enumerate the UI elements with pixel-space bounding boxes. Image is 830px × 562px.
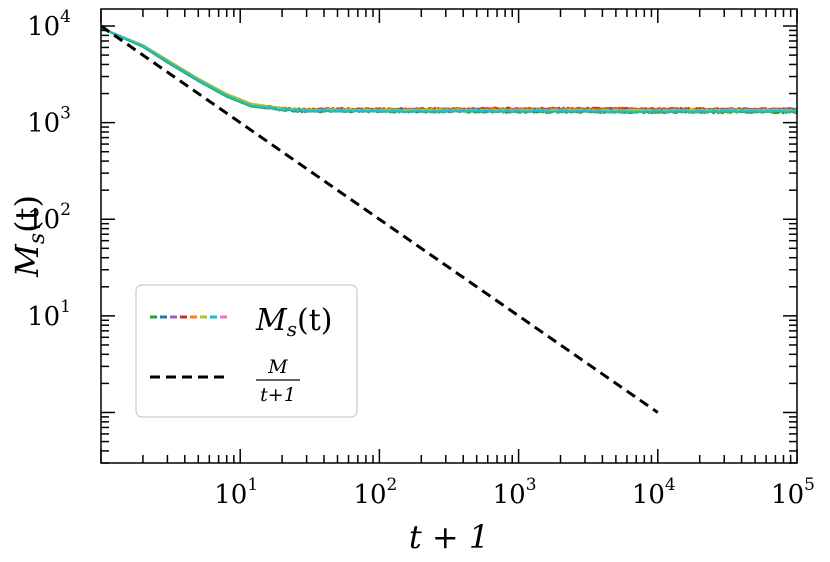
x-tick-label: 104 xyxy=(632,475,676,510)
reference-line xyxy=(101,24,659,414)
x-axis-label: t + 1 xyxy=(409,518,489,556)
x-tick-label: 102 xyxy=(353,475,397,510)
series-line-5 xyxy=(101,27,797,115)
y-tick-label: 104 xyxy=(27,7,71,42)
y-tick-label: 102 xyxy=(27,200,71,235)
x-tick-label: 101 xyxy=(214,475,258,510)
series-line-6 xyxy=(101,27,797,113)
series-line-4 xyxy=(101,27,797,113)
series-line-2 xyxy=(101,27,797,113)
series-line-3 xyxy=(101,27,797,113)
x-tick-label: 105 xyxy=(771,475,815,510)
series-line-1 xyxy=(101,27,797,112)
svg-text:Ms(t): Ms(t) xyxy=(8,195,50,278)
y-tick-label: 103 xyxy=(27,104,71,139)
y-tick-label: 101 xyxy=(27,297,71,332)
legend-label-denominator: t+1 xyxy=(260,384,296,406)
legend-label-numerator: M xyxy=(267,356,288,378)
y-axis-label: Ms(t) xyxy=(8,195,50,278)
legend: Ms(t) Mt+1 xyxy=(135,284,358,418)
series-line-7 xyxy=(101,27,797,114)
plot-frame xyxy=(100,8,798,464)
legend-label-ms: Ms(t) xyxy=(255,303,332,341)
x-tick-label: 103 xyxy=(493,475,537,510)
